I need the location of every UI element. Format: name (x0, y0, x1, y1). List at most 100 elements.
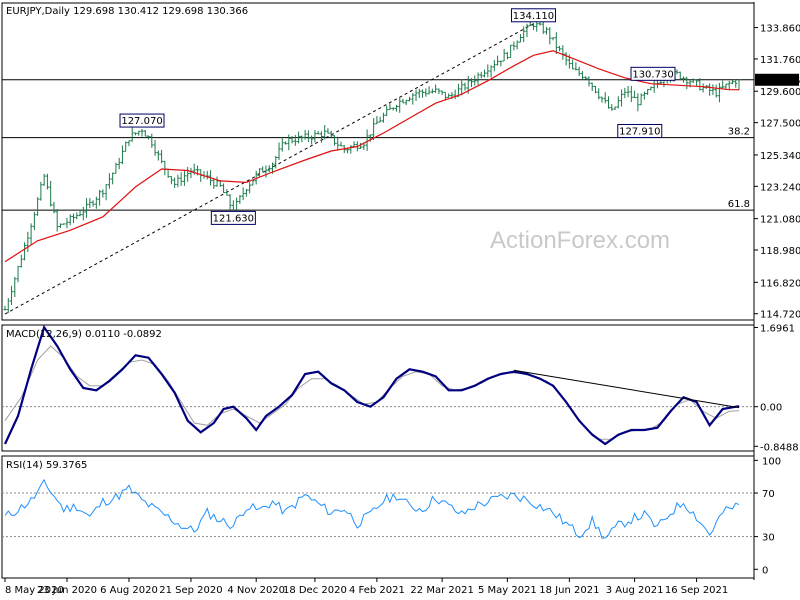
price-bar (626, 85, 630, 98)
price-bar (525, 23, 529, 38)
price-bar (512, 41, 516, 51)
price-bar (695, 79, 699, 87)
price-bar (378, 116, 382, 123)
price-bar (238, 194, 242, 204)
price-bar (248, 182, 252, 194)
price-bar (114, 162, 118, 174)
last-price-box (755, 73, 799, 86)
price-bar (62, 223, 66, 225)
price-bar (502, 48, 506, 62)
price-tick-label: 114.720 (760, 310, 800, 321)
price-bar (603, 92, 607, 104)
price-bar (730, 79, 734, 85)
rsi-line (4, 478, 740, 539)
price-bar (675, 69, 679, 75)
price-bar (600, 96, 604, 103)
price-bar (411, 93, 415, 105)
price-bar (300, 135, 304, 143)
price-bar (133, 132, 137, 136)
price-bar (173, 177, 177, 189)
price-bar (440, 90, 444, 95)
price-bar (577, 66, 581, 77)
x-tick-label: 4 Nov 2020 (227, 585, 285, 596)
price-bar (385, 105, 389, 117)
x-tick-label: 4 Feb 2021 (349, 585, 405, 596)
price-bar (169, 176, 173, 185)
price-bar (548, 27, 552, 45)
price-tick-label: 116.820 (760, 278, 800, 289)
price-bar (551, 37, 555, 41)
price-bar (225, 189, 229, 196)
price-bar (437, 88, 441, 95)
price-bar (228, 193, 232, 210)
rsi-header: RSI(14) 59.3765 (6, 460, 87, 471)
price-bar (724, 83, 728, 90)
price-bar (375, 115, 379, 125)
pane-frame-price (1, 2, 755, 321)
price-bar (319, 131, 323, 143)
price-bar (404, 99, 408, 105)
price-bar (104, 184, 108, 201)
price-bar (277, 142, 281, 161)
price-bar (26, 231, 30, 253)
price-bar (39, 181, 43, 201)
price-bar (140, 129, 144, 137)
price-bar (205, 170, 209, 180)
price-bar (274, 155, 278, 169)
price-bar (574, 62, 578, 71)
annotation-label-0: 134.110 (513, 11, 554, 22)
price-bar (316, 130, 320, 135)
price-bar (127, 140, 131, 147)
x-tick-label: 8 May 2020 (5, 585, 64, 596)
price-bar (515, 40, 519, 50)
price-bar (453, 89, 457, 100)
price-tick-label: 118.980 (760, 246, 800, 257)
price-bar (257, 168, 261, 177)
price-bar (499, 60, 503, 67)
price-bar (401, 98, 405, 104)
price-bar (518, 34, 522, 43)
macd-tick-label: 1.6961 (760, 324, 795, 335)
price-bar (68, 214, 72, 226)
price-bar (496, 55, 500, 66)
macd-tick-label: -0.8488 (760, 442, 799, 453)
price-bar (65, 217, 69, 229)
price-tick-label: 121.080 (760, 215, 800, 226)
price-bar (610, 104, 614, 111)
macd-line (4, 324, 740, 446)
price-bar (55, 209, 59, 232)
price-bar (359, 142, 363, 149)
price-bar (489, 65, 493, 78)
price-bar (584, 76, 588, 80)
price-bar (447, 93, 451, 98)
price-bar (23, 242, 27, 261)
price-bar (531, 23, 535, 30)
price-bar (593, 85, 597, 94)
price-bar (42, 173, 46, 186)
price-bar (332, 135, 336, 146)
price-bar (215, 176, 219, 187)
price-bar (561, 45, 565, 60)
price-bar (153, 139, 157, 156)
price-bar (486, 64, 490, 78)
x-tick-label: 16 Sep 2021 (665, 585, 728, 596)
annotation-box-1 (119, 113, 165, 128)
price-bar (414, 89, 418, 102)
price-bar (571, 59, 575, 70)
price-bar (509, 44, 513, 58)
annotation-label-4: 127.910 (619, 126, 660, 137)
price-tick-label: 133.860 (760, 24, 800, 35)
price-bar (505, 52, 509, 60)
price-bar (434, 84, 438, 93)
rsi-tick-label: 100 (762, 456, 781, 467)
price-bar (613, 106, 617, 110)
annotation-box-3 (630, 66, 676, 81)
price-bar (166, 168, 170, 178)
x-tick-label: 21 Sep 2020 (159, 585, 222, 596)
price-bar (590, 82, 594, 92)
price-bar (179, 172, 183, 186)
price-bar (78, 209, 82, 217)
annotation-label-3: 130.730 (632, 69, 673, 80)
price-bar (691, 78, 695, 83)
